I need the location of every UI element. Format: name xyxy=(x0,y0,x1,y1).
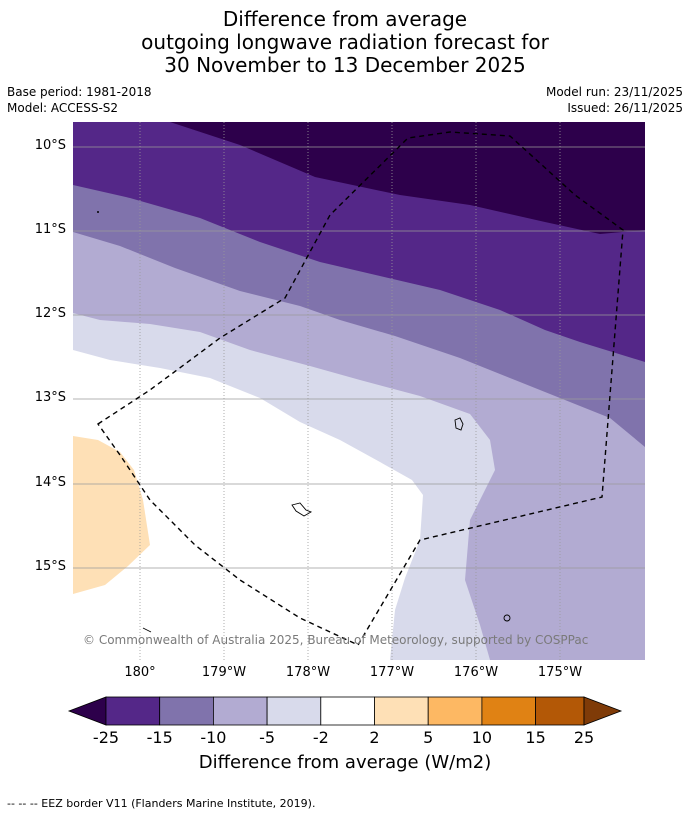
eez-legend-note: -- -- -- EEZ border V11 (Flanders Marine… xyxy=(7,797,316,810)
colorbar-tick: -25 xyxy=(92,728,120,747)
lat-label-14s: 14°S xyxy=(34,475,66,490)
lon-label-176w: 176°W xyxy=(453,665,499,680)
island-central xyxy=(291,502,313,517)
colorbar-bin-7 xyxy=(427,696,483,726)
colorbar-bin-1 xyxy=(105,696,161,726)
colorbar-bin-5 xyxy=(320,696,375,726)
colorbar-max-arrow xyxy=(583,696,623,726)
island-south xyxy=(503,614,511,622)
lon-label-179w: 179°W xyxy=(201,665,247,680)
lon-label-178w: 178°W xyxy=(285,665,331,680)
colorbar-tick: -15 xyxy=(146,728,173,747)
colorbar-tick: 5 xyxy=(423,728,434,747)
lat-label-15s: 15°S xyxy=(34,559,66,574)
colorbar-bin-9 xyxy=(535,696,585,726)
lon-label-175w: 175°W xyxy=(537,665,583,680)
title-line-2: outgoing longwave radiation forecast for xyxy=(141,30,549,54)
issued-date: Issued: 26/11/2025 xyxy=(567,101,683,115)
eez-border xyxy=(97,131,624,646)
gridlines xyxy=(73,122,645,660)
islet-west xyxy=(142,627,152,633)
title-line-1: Difference from average xyxy=(222,7,468,31)
model-name: Model: ACCESS-S2 xyxy=(7,101,119,115)
colorbar-bin-6 xyxy=(374,696,429,726)
map-panel xyxy=(73,122,645,660)
lat-label-12s: 12°S xyxy=(34,306,66,321)
band-neutral xyxy=(73,350,423,660)
lat-label-11s: 11°S xyxy=(34,222,66,237)
lon-label-177w: 177°W xyxy=(369,665,415,680)
colorbar-bin-4 xyxy=(266,696,322,726)
colorbar-min-arrow xyxy=(67,696,107,726)
lon-label-180: 180° xyxy=(124,665,156,680)
colorbar-bin-8 xyxy=(481,696,536,726)
model-run: Model run: 23/11/2025 xyxy=(545,85,683,99)
colorbar-tick: -10 xyxy=(200,728,227,747)
copyright-notice: © Commonwealth of Australia 2025, Bureau… xyxy=(83,633,589,647)
colorbar-tick: 25 xyxy=(573,728,595,747)
colorbar-bin-3 xyxy=(212,696,268,726)
colorbar-tick: 2 xyxy=(369,728,380,747)
lat-label-13s: 13°S xyxy=(34,390,66,405)
band-plus2 xyxy=(73,436,150,594)
lat-label-10s: 10°S xyxy=(34,138,66,153)
colorbar-tick: -2 xyxy=(312,728,329,747)
colorbar xyxy=(67,696,623,726)
meta-left: Base period: 1981-2018 Model: ACCESS-S2 xyxy=(7,84,152,116)
colorbar-bin-2 xyxy=(159,696,214,726)
colorbar-tick: 15 xyxy=(525,728,546,747)
islet-dot xyxy=(97,211,99,213)
colorbar-tick: 10 xyxy=(471,728,493,747)
colorbar-tick: -5 xyxy=(259,728,276,747)
base-period: Base period: 1981-2018 xyxy=(7,85,152,99)
map-title: Difference from average outgoing longwav… xyxy=(0,8,690,77)
colorbar-label: Difference from average (W/m2) xyxy=(198,752,492,773)
title-line-3: 30 November to 13 December 2025 xyxy=(164,53,526,77)
island-north xyxy=(454,417,464,431)
meta-right: Model run: 23/11/2025 Issued: 26/11/2025 xyxy=(546,84,683,116)
